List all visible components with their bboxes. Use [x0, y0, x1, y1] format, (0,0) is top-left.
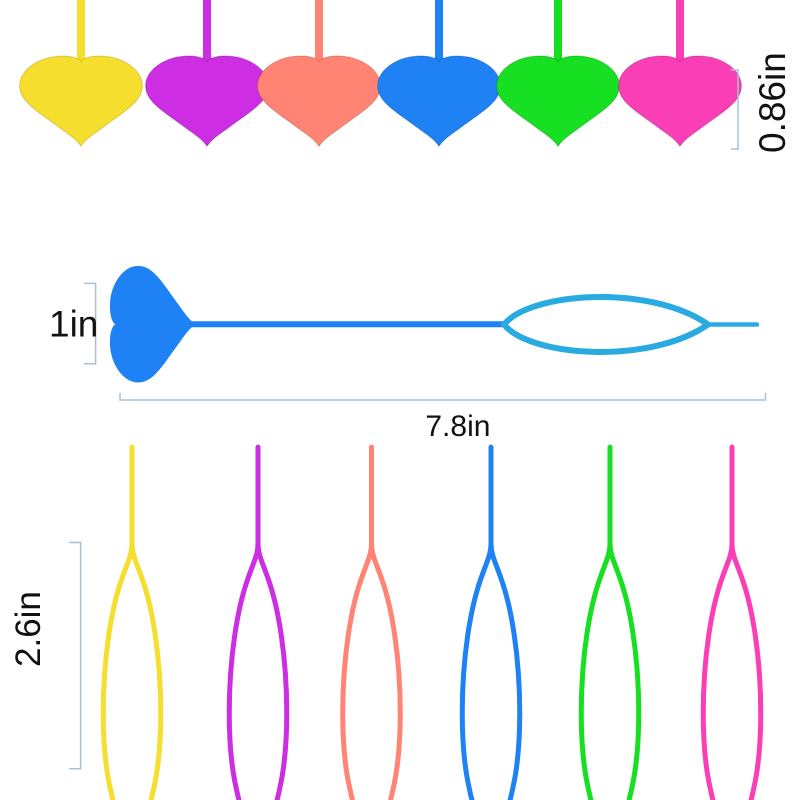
svg-text:1in: 1in: [49, 303, 98, 344]
svg-text:7.8in: 7.8in: [425, 410, 490, 443]
svg-text:2.6in: 2.6in: [9, 591, 48, 667]
svg-text:0.86in: 0.86in: [752, 52, 793, 153]
